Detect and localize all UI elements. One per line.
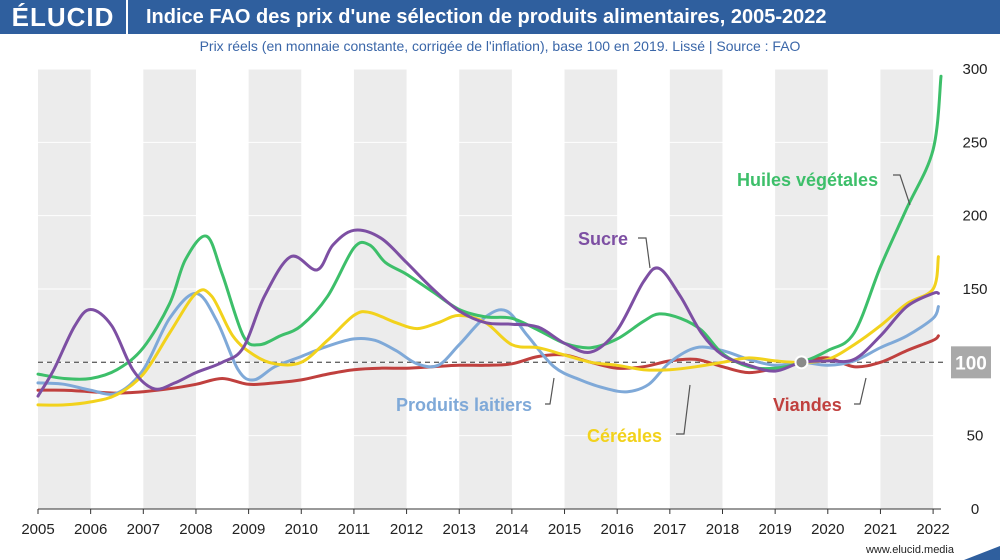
x-tick-label: 2006 bbox=[74, 521, 107, 538]
x-tick-label: 2013 bbox=[443, 521, 476, 538]
chart-subtitle: Prix réels (en monnaie constante, corrig… bbox=[199, 38, 801, 54]
leader-line-sucre bbox=[638, 237, 651, 269]
x-tick-label: 2017 bbox=[653, 521, 686, 538]
x-tick-label: 2014 bbox=[495, 521, 528, 538]
chart-title: Indice FAO des prix d'une sélection de p… bbox=[146, 5, 827, 28]
leader-line-cereales bbox=[676, 384, 691, 435]
x-tick-label: 2015 bbox=[548, 521, 581, 538]
y-tick-label: 300 bbox=[962, 61, 987, 78]
corner-triangle-icon bbox=[964, 546, 1000, 560]
x-tick-label: 2019 bbox=[758, 521, 791, 538]
series-label-produits-laitiers: Produits laitiers bbox=[396, 395, 532, 415]
x-tick-label: 2022 bbox=[916, 521, 949, 538]
elucid-logo: ÉLUCID bbox=[0, 0, 128, 34]
leader-line-viandes bbox=[854, 377, 867, 405]
reference-badge-label: 100 bbox=[955, 353, 987, 374]
header-bar: ÉLUCID Indice FAO des prix d'une sélecti… bbox=[0, 0, 1000, 34]
x-tick-label: 2008 bbox=[179, 521, 212, 538]
series-label-viandes: Viandes bbox=[773, 395, 842, 415]
x-tick-label: 2021 bbox=[864, 521, 897, 538]
series-label-cereales: Céréales bbox=[587, 426, 662, 446]
x-tick-label: 2012 bbox=[390, 521, 423, 538]
reference-badge bbox=[951, 346, 991, 379]
x-tick-label: 2009 bbox=[232, 521, 265, 538]
x-tick-label: 2016 bbox=[600, 521, 633, 538]
x-tick-label: 2018 bbox=[706, 521, 739, 538]
y-tick-label: 150 bbox=[962, 281, 987, 298]
website-link[interactable]: www.elucid.media bbox=[865, 544, 954, 556]
x-tick-label: 2007 bbox=[127, 521, 160, 538]
leader-line-produits-laitiers bbox=[545, 377, 555, 405]
leader-line-huiles-vegetales bbox=[893, 174, 911, 206]
x-tick-label: 2011 bbox=[338, 521, 370, 538]
series-line-sucre bbox=[36, 228, 940, 398]
x-tick-label: 2005 bbox=[21, 521, 54, 538]
x-tick-label: 2020 bbox=[811, 521, 844, 538]
y-tick-label: 0 bbox=[971, 501, 979, 518]
base-year-marker bbox=[794, 355, 809, 370]
series-label-sucre: Sucre bbox=[578, 229, 628, 249]
series-label-huiles-vegetales: Huiles végétales bbox=[737, 170, 878, 190]
y-tick-label: 50 bbox=[967, 428, 984, 445]
y-tick-label: 200 bbox=[962, 208, 987, 225]
x-tick-label: 2010 bbox=[285, 521, 318, 538]
y-tick-label: 250 bbox=[962, 134, 987, 151]
